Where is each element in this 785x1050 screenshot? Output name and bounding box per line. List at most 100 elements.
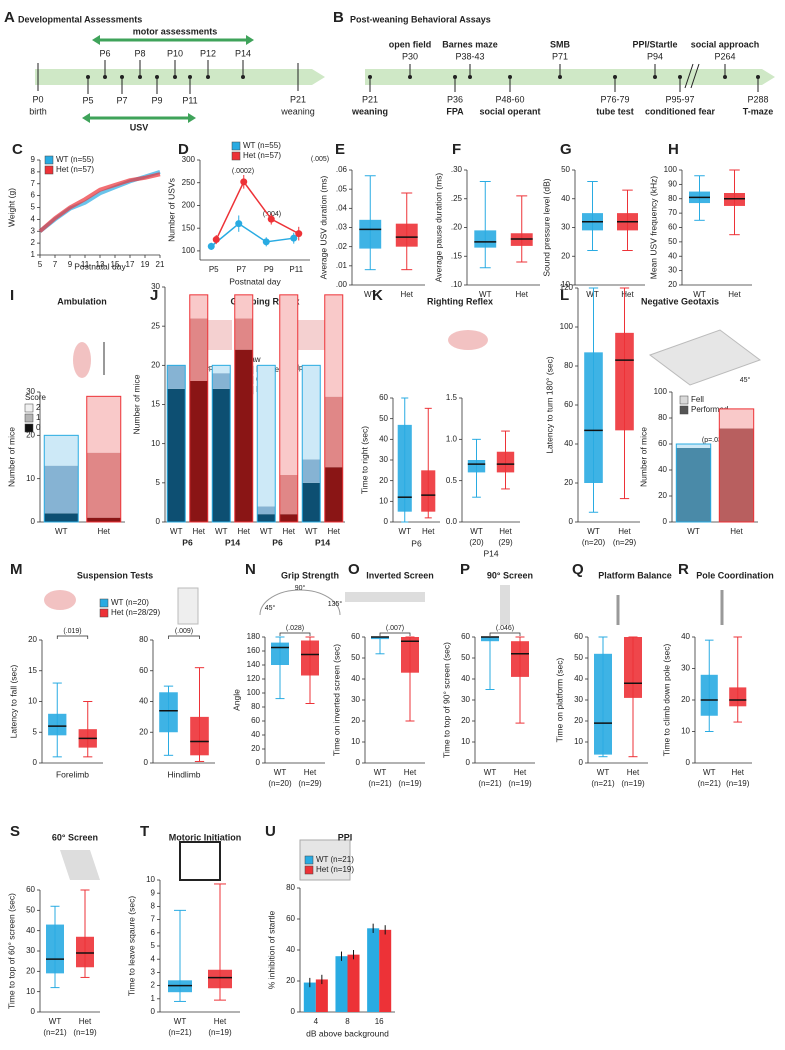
x-tick-label: Het: [621, 290, 634, 299]
y-tick-label: 0: [384, 517, 389, 526]
annotation: (.046): [496, 625, 514, 632]
n-label: (n=19): [73, 1028, 97, 1037]
box: [496, 451, 515, 473]
legend-swatch: [99, 608, 109, 618]
panel-label: I: [10, 287, 14, 304]
event-dot: [86, 75, 90, 79]
sig-bracket: [56, 635, 89, 639]
event-day: P264: [714, 51, 735, 61]
event-day: P21: [362, 94, 378, 104]
y-tick-label: 1.0: [446, 434, 458, 443]
timeline-day: P0: [32, 94, 43, 104]
event-name: social operant: [479, 106, 540, 116]
box: [371, 637, 389, 640]
panel-label: Q: [572, 561, 584, 578]
bar-segment: [86, 396, 121, 453]
y-tick-label: 80: [564, 361, 573, 370]
illustration-label: 45°: [740, 376, 751, 384]
bar-segment: [279, 514, 298, 522]
y-tick-label: 0: [156, 517, 161, 526]
annotation: (.005): [311, 156, 329, 163]
mouse-illustration: [73, 342, 91, 378]
box: [584, 352, 603, 483]
y-tick-label: 30: [668, 266, 677, 275]
bar-segment: [719, 428, 754, 522]
bar: [303, 982, 316, 1012]
event-dot: [723, 75, 727, 79]
y-tick-label: 0: [356, 758, 361, 767]
event-day: P288: [747, 94, 768, 104]
y-axis-label: Latency to fall (sec): [8, 664, 18, 738]
x-tick-label: 11: [81, 260, 90, 269]
legend-swatch: [231, 141, 241, 151]
y-axis-label: Mean USV frequency (kHz): [648, 176, 658, 280]
y-tick-label: 30: [574, 695, 583, 704]
timeline-title: Developmental Assessments: [18, 14, 142, 24]
legend-label: Het (n=57): [243, 151, 281, 160]
bar-segment: [257, 506, 276, 515]
n-label: (n=29): [298, 779, 322, 788]
x-tick-label: P9: [264, 265, 274, 274]
event-name: social approach: [691, 39, 760, 49]
y-tick-label: 50: [574, 653, 583, 662]
y-tick-label: 30: [151, 282, 160, 291]
event-day: P38-43: [455, 51, 484, 61]
x-tick-label: Het: [730, 527, 743, 536]
box: [401, 637, 419, 673]
y-tick-label: 40: [658, 465, 667, 474]
panel-label: T: [140, 823, 149, 840]
panel-label: O: [348, 561, 360, 578]
timeline-day: P14: [235, 48, 251, 58]
annotation: (.004): [263, 211, 281, 218]
panel-label: D: [178, 141, 189, 158]
event-dot: [155, 75, 159, 79]
screen-illustration: [60, 850, 100, 880]
series-line: [210, 222, 294, 247]
y-tick-label: .15: [451, 251, 463, 260]
legend-swatch: [24, 403, 34, 413]
timeline-day: P7: [116, 95, 127, 105]
x-axis-label: P14: [483, 548, 498, 558]
break-mark: [690, 63, 700, 89]
chart-title: PPI: [338, 832, 353, 842]
box: [624, 637, 642, 698]
panel-label: L: [560, 287, 569, 304]
y-axis-label: Angle: [231, 689, 241, 711]
x-tick-label: WT: [484, 768, 497, 777]
legend-label: 2: [36, 403, 41, 412]
event-day: P94: [647, 51, 663, 61]
legend-swatch: [99, 598, 109, 608]
y-tick-label: .30: [451, 165, 463, 174]
bar-segment: [234, 294, 253, 319]
x-tick-label: WT: [693, 290, 706, 299]
panel-label: F: [452, 141, 461, 158]
chart-title: Inverted Screen: [366, 570, 434, 580]
event-dot: [206, 75, 210, 79]
y-tick-label: 20: [26, 430, 35, 439]
event-dot: [613, 75, 617, 79]
y-tick-label: .10: [451, 280, 463, 289]
bar-outline: [166, 364, 186, 523]
annotation: (p=.038): [702, 437, 728, 444]
y-tick-label: 7: [151, 915, 156, 924]
box: [511, 641, 529, 677]
x-axis-label: Postnatal day: [74, 261, 126, 271]
y-tick-label: 10: [561, 280, 570, 289]
legend-swatch: [24, 423, 34, 433]
y-tick-label: 30: [681, 664, 690, 673]
x-tick-label: Het: [732, 768, 745, 777]
box: [208, 969, 232, 989]
box: [271, 642, 289, 665]
bar-segment: [302, 365, 321, 460]
box: [467, 460, 486, 473]
y-tick-label: 40: [561, 194, 570, 203]
y-tick-label: 30: [26, 387, 35, 396]
y-tick-label: 50: [26, 905, 35, 914]
box: [159, 692, 178, 733]
y-tick-label: 6: [31, 191, 36, 200]
series-line: [215, 180, 300, 240]
y-tick-label: 90: [668, 179, 677, 188]
x-axis-label: P6: [411, 538, 422, 548]
illustration-label: 90°: [295, 584, 306, 592]
y-axis-label: Number of mice: [6, 427, 16, 487]
